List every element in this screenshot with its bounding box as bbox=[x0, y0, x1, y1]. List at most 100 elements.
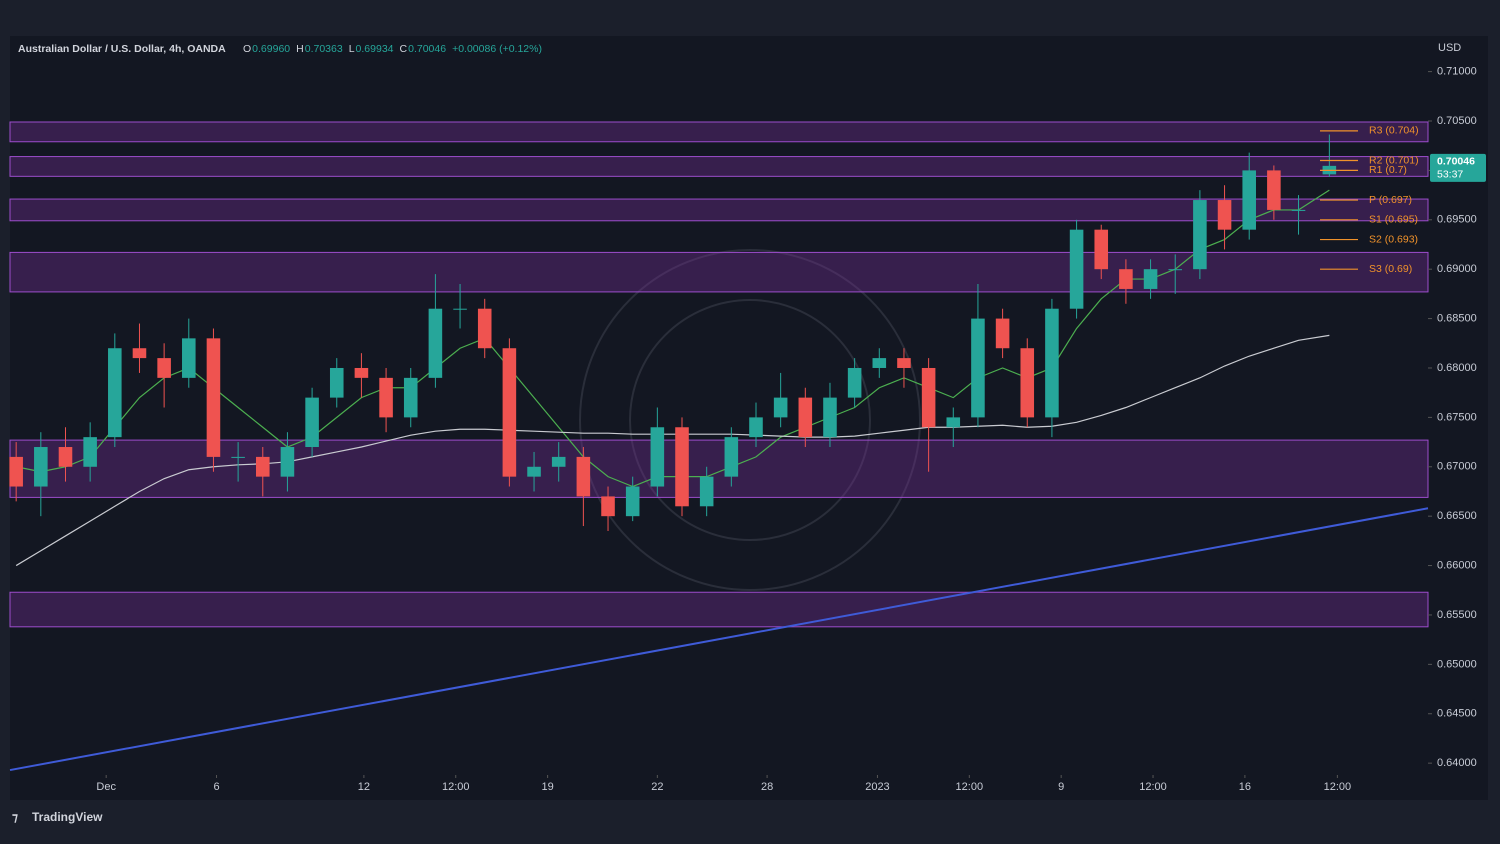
chart-background bbox=[10, 36, 1488, 800]
candle-body bbox=[724, 437, 739, 477]
candle-body bbox=[34, 447, 48, 487]
x-tick-label: Dec bbox=[96, 781, 116, 793]
y-tick-label: 0.69500 bbox=[1437, 214, 1477, 226]
candle-body bbox=[329, 367, 344, 398]
candle-body bbox=[798, 397, 813, 438]
candle-body bbox=[1069, 229, 1084, 309]
candle-body bbox=[601, 496, 615, 517]
pivot-label: S1 (0.695) bbox=[1369, 214, 1418, 226]
candle-body bbox=[477, 308, 492, 349]
ohlc-value: 0.70046 bbox=[408, 43, 446, 55]
pivot-label: R2 (0.701) bbox=[1369, 154, 1419, 166]
candle-body bbox=[206, 338, 221, 457]
candle-body bbox=[1193, 200, 1207, 270]
zone bbox=[9, 439, 1429, 498]
candle-body bbox=[132, 348, 147, 359]
moving-average bbox=[15, 334, 1330, 567]
candle-body bbox=[897, 358, 911, 368]
candle-body bbox=[1242, 170, 1256, 230]
y-tick-label: 0.66000 bbox=[1437, 559, 1477, 571]
ohlc-value: 0.69960 bbox=[252, 43, 290, 55]
ohlc-key: C bbox=[400, 43, 408, 55]
watermark bbox=[579, 249, 921, 591]
candle-body bbox=[749, 417, 763, 438]
candle-body bbox=[921, 367, 936, 428]
x-tick-label: 12:00 bbox=[1324, 781, 1352, 793]
chart-title: Australian Dollar / U.S. Dollar, 4h, OAN… bbox=[18, 43, 226, 55]
zone bbox=[9, 251, 1429, 293]
zone bbox=[9, 121, 1429, 143]
y-tick-label: 0.65000 bbox=[1437, 658, 1477, 670]
candle-body bbox=[1143, 269, 1158, 289]
y-tick-label: 0.68500 bbox=[1437, 312, 1477, 324]
price-tag-value: 0.70046 bbox=[1437, 156, 1475, 168]
candle-body bbox=[1168, 269, 1183, 271]
candle-body bbox=[354, 367, 369, 378]
candle-body bbox=[255, 456, 270, 477]
y-tick-label: 0.65500 bbox=[1437, 609, 1477, 621]
pivot-label: R3 (0.704) bbox=[1369, 125, 1419, 137]
candle-body bbox=[182, 338, 196, 378]
candle-body bbox=[1094, 229, 1109, 270]
ohlc-value: 0.70363 bbox=[305, 43, 343, 55]
currency-label: USD bbox=[1438, 42, 1461, 54]
candle-body bbox=[527, 466, 541, 477]
pivot-label: P (0.697) bbox=[1369, 194, 1412, 206]
x-tick-label: 12:00 bbox=[956, 781, 984, 793]
x-tick-label: 9 bbox=[1058, 781, 1064, 793]
zone bbox=[9, 591, 1429, 628]
candle-body bbox=[872, 358, 887, 368]
y-tick-label: 0.66500 bbox=[1437, 510, 1477, 522]
pivot-label: S2 (0.693) bbox=[1369, 233, 1418, 245]
x-tick-label: 6 bbox=[213, 781, 219, 793]
candle-body bbox=[428, 308, 443, 378]
y-tick-label: 0.68000 bbox=[1437, 362, 1477, 374]
candle-body bbox=[280, 447, 295, 477]
x-tick-label: 2023 bbox=[865, 781, 889, 793]
ohlc-key: H bbox=[296, 43, 304, 55]
trendline bbox=[9, 507, 1429, 772]
moving-average bbox=[16, 189, 1330, 488]
candle-body bbox=[108, 348, 122, 438]
y-tick-label: 0.67000 bbox=[1437, 461, 1477, 473]
price-tag-countdown: 53:37 bbox=[1437, 169, 1463, 181]
change: +0.00086 (+0.12%) bbox=[452, 43, 542, 55]
brand-logo: ⁊ bbox=[12, 810, 18, 824]
candle-body bbox=[1119, 269, 1133, 289]
pivot-label: R1 (0.7) bbox=[1369, 164, 1407, 176]
candle-body bbox=[1291, 209, 1306, 211]
candle-body bbox=[675, 427, 689, 507]
candle-body bbox=[1217, 200, 1232, 230]
candle-body bbox=[9, 456, 23, 487]
candle-body bbox=[823, 397, 837, 438]
candle-body bbox=[971, 318, 985, 418]
y-tick-label: 0.64500 bbox=[1437, 708, 1477, 720]
y-tick-label: 0.64000 bbox=[1437, 757, 1477, 769]
candle-body bbox=[625, 486, 640, 517]
candle-body bbox=[403, 377, 418, 418]
y-tick-label: 0.67500 bbox=[1437, 411, 1477, 423]
ohlc-value: 0.69934 bbox=[356, 43, 394, 55]
candle-body bbox=[305, 397, 319, 448]
brand: TradingView bbox=[32, 810, 103, 824]
candle-body bbox=[1020, 348, 1035, 418]
candle-body bbox=[995, 318, 1010, 349]
plot bbox=[9, 71, 1432, 778]
candle-body bbox=[379, 377, 393, 418]
pivot-label: S3 (0.69) bbox=[1369, 263, 1412, 275]
y-tick-label: 0.69000 bbox=[1437, 263, 1477, 275]
candle-body bbox=[231, 456, 245, 458]
candle-body bbox=[1045, 308, 1059, 418]
x-tick-label: 12 bbox=[358, 781, 370, 793]
x-tick-label: 19 bbox=[541, 781, 553, 793]
candle-body bbox=[83, 437, 97, 467]
x-tick-label: 12:00 bbox=[442, 781, 470, 793]
candle-body bbox=[551, 456, 566, 467]
x-tick-label: 22 bbox=[651, 781, 663, 793]
ohlc-key: O bbox=[243, 43, 251, 55]
candle-body bbox=[650, 427, 665, 487]
candle-body bbox=[58, 447, 73, 467]
candle-body bbox=[773, 397, 788, 418]
candle-body bbox=[157, 358, 171, 378]
